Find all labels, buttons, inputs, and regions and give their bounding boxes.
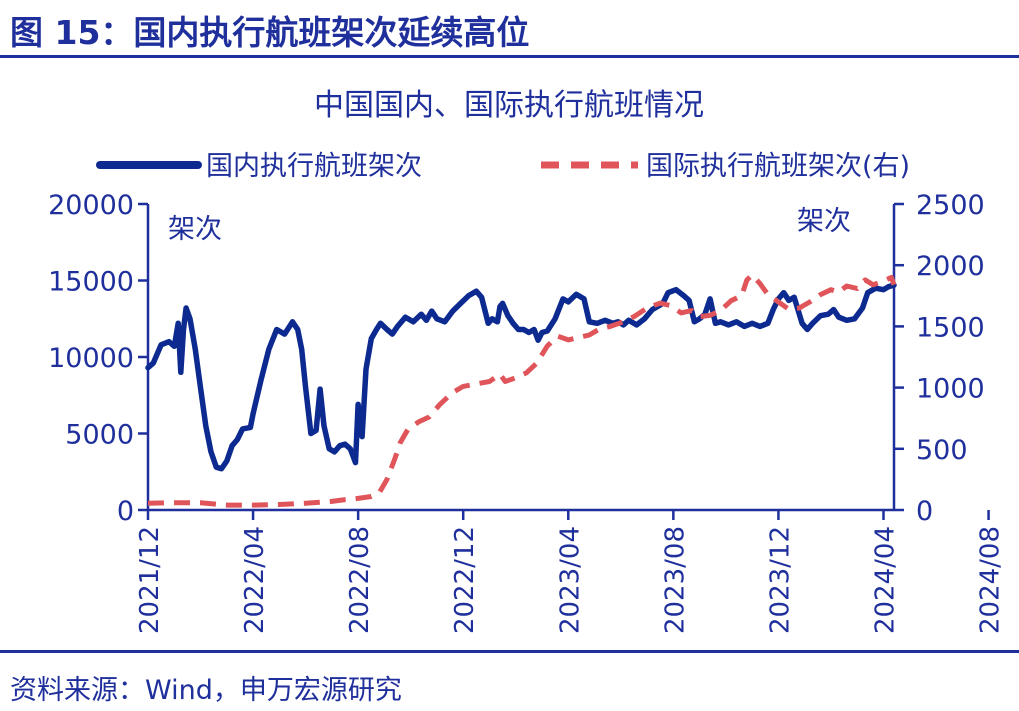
x-tick-label: 2023/08: [660, 526, 690, 634]
right-y-tick-label: 1500: [916, 312, 985, 343]
x-tick-label: 2023/04: [555, 526, 585, 634]
series-line-domestic: [145, 282, 897, 472]
source-rule: [0, 650, 1019, 653]
title-rule: [0, 55, 1019, 58]
x-tick-label: 2021/12: [135, 526, 165, 634]
right-unit-label: 架次: [797, 206, 851, 237]
legend-label-international: 国际执行航班架次(右): [646, 151, 910, 182]
left-y-tick-label: 10000: [48, 343, 134, 374]
line-chart: 中国国内、国际执行航班情况 国内执行航班架次 国际执行航班架次(右) 架次 架次…: [48, 88, 1006, 634]
right-y-tick-label: 2000: [916, 251, 985, 282]
chart-title: 中国国内、国际执行航班情况: [314, 88, 704, 123]
left-y-tick-label: 20000: [48, 190, 134, 221]
left-unit-label: 架次: [168, 214, 222, 245]
legend-label-domestic: 国内执行航班架次: [206, 151, 422, 182]
left-y-tick-label: 0: [117, 496, 134, 527]
left-y-tick-label: 15000: [48, 267, 134, 298]
x-tick-label: 2024/08: [976, 526, 1006, 634]
figure-title: 图 15：国内执行航班架次延续高位: [10, 13, 530, 52]
left-y-tick-label: 5000: [65, 420, 134, 451]
x-tick-label: 2022/08: [345, 526, 375, 634]
right-y-tick-label: 1000: [916, 374, 985, 405]
x-tick-label: 2024/04: [870, 526, 900, 634]
x-tick-label: 2022/04: [240, 526, 270, 634]
source-note: 资料来源：Wind，申万宏源研究: [10, 675, 402, 706]
series-line-international: [147, 272, 897, 508]
right-y-tick-label: 500: [916, 435, 968, 466]
x-tick-label: 2022/12: [450, 526, 480, 634]
x-tick-label: 2023/12: [765, 526, 795, 634]
right-y-tick-label: 2500: [916, 190, 985, 221]
right-y-tick-label: 0: [916, 496, 933, 527]
